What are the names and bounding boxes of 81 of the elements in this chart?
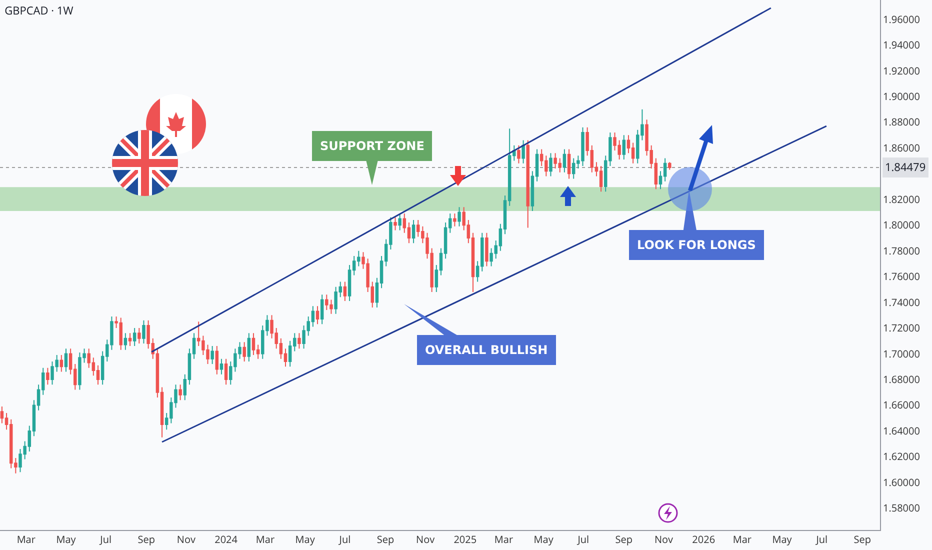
x-tick-label: Nov (176, 532, 196, 546)
y-tick-label: 1.88000 (883, 114, 920, 129)
y-tick-label: 1.64000 (883, 423, 920, 438)
annotation: LOOK FOR LONGS (637, 238, 756, 252)
candlestick (668, 162, 672, 170)
candlestick (453, 213, 456, 227)
candlestick (526, 140, 530, 228)
candlestick (215, 346, 219, 375)
chart-title: GBPCAD · 1W (4, 3, 74, 18)
candlestick (142, 320, 146, 344)
annotation: OVERALL BULLISH (425, 343, 548, 357)
candlestick (567, 148, 571, 180)
candlestick (224, 358, 228, 386)
y-tick-label: 1.96000 (883, 12, 920, 26)
y-tick-label: 1.80000 (883, 218, 920, 232)
x-tick-label: 2026 (692, 532, 716, 546)
y-tick-label: 1.74000 (883, 294, 920, 309)
candlestick (178, 384, 182, 401)
x-tick-label: Sep (138, 532, 155, 546)
y-tick-label: 1.66000 (883, 398, 920, 412)
y-tick-label: 1.94000 (883, 38, 920, 52)
y-tick-label: 1.78000 (883, 243, 920, 258)
candlestick (517, 144, 520, 164)
y-tick-label: 1.70000 (883, 346, 920, 360)
candlestick (138, 328, 141, 344)
candlestick (210, 346, 214, 365)
x-tick-label: Sep (376, 532, 394, 546)
y-tick-label: 1.82000 (883, 192, 920, 206)
candlestick (562, 148, 566, 173)
y-tick-label: 1.92000 (883, 63, 920, 78)
x-tick-label: Nov (654, 532, 674, 546)
y-tick-label: 1.60000 (883, 474, 920, 489)
x-tick-label: Jul (576, 532, 590, 546)
candlestick (220, 358, 224, 375)
candlestick (412, 219, 416, 244)
ref-line-label: 1.84479 (885, 160, 926, 175)
candlestick (398, 213, 402, 231)
candlestick (252, 332, 256, 356)
x-tick-label: Sep (854, 532, 871, 546)
candlestick (320, 294, 324, 325)
y-tick-label: 1.90000 (883, 88, 920, 103)
y-tick-label: 1.76000 (883, 269, 920, 284)
candlestick (128, 332, 132, 347)
candlestick (343, 281, 347, 302)
candlestick (316, 306, 320, 325)
candlestick (622, 134, 626, 160)
candlestick (599, 165, 603, 192)
candlestick (458, 206, 461, 227)
y-tick-label: 1.86000 (883, 140, 920, 154)
candlestick (132, 328, 136, 347)
x-tick-label: 2025 (454, 532, 477, 546)
candlestick (549, 152, 552, 177)
candlestick (124, 332, 128, 350)
x-tick-label: May (56, 532, 77, 546)
candlestick (298, 332, 301, 350)
x-tick-label: 2024 (214, 532, 238, 546)
x-tick-label: May (534, 532, 554, 546)
candlestick (64, 348, 68, 372)
candlestick (242, 342, 246, 362)
y-tick-label: 1.62000 (883, 449, 920, 464)
x-tick-label: Mar (732, 532, 752, 546)
y-tick-label: 1.68000 (883, 372, 920, 386)
candlestick (247, 332, 251, 362)
x-tick-label: Mar (16, 532, 36, 546)
candlestick (394, 216, 397, 231)
x-tick-label: Sep (615, 532, 633, 546)
candlestick (46, 367, 50, 386)
x-tick-label: May (295, 532, 316, 546)
x-tick-label: Mar (256, 532, 275, 546)
x-tick-label: Mar (494, 532, 514, 546)
y-tick-label: 1.72000 (883, 320, 920, 335)
candlestick (60, 354, 64, 372)
candlestick (522, 140, 525, 164)
x-tick-label: Nov (416, 532, 435, 546)
y-tick-label: 1.58000 (883, 500, 920, 515)
candlestick (485, 232, 488, 267)
x-tick-label: May (772, 532, 793, 546)
annotation: SUPPORT ZONE (320, 139, 424, 153)
x-tick-label: Jul (338, 532, 351, 546)
x-tick-label: Jul (99, 532, 112, 546)
x-tick-label: Jul (815, 532, 828, 546)
